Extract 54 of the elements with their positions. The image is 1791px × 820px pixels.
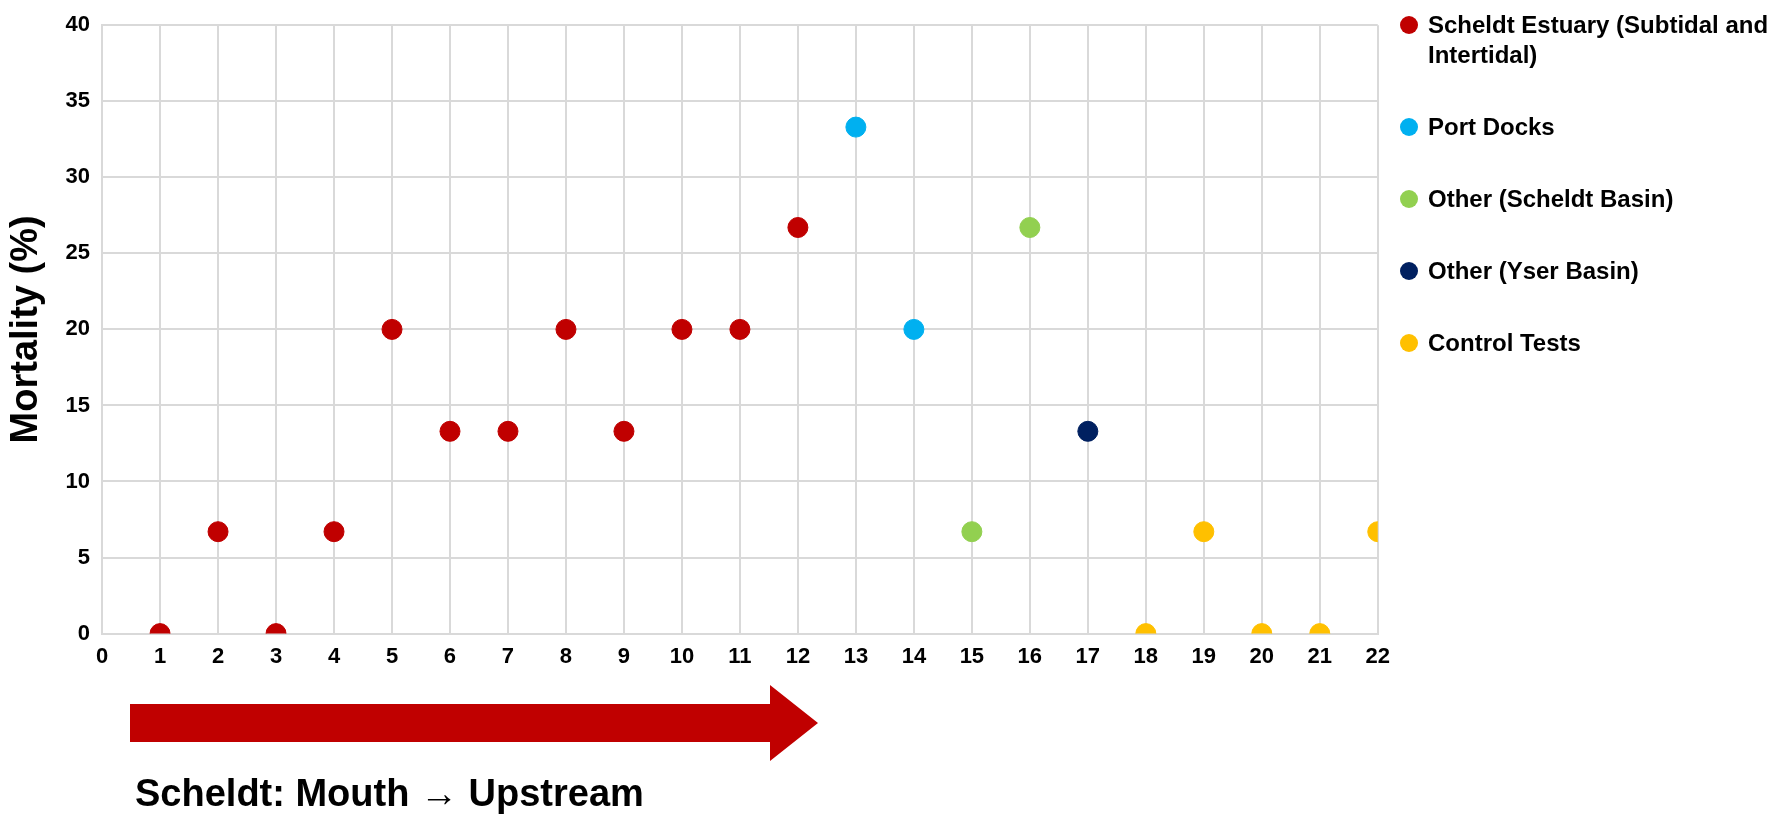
y-tick-label: 40 xyxy=(65,11,91,37)
point xyxy=(787,216,809,238)
x-tick-label: 20 xyxy=(1249,642,1275,668)
x-tick-label: 11 xyxy=(728,642,752,668)
x-tick-label: 2 xyxy=(211,642,225,668)
x-tick-label: 22 xyxy=(1365,642,1391,668)
x-tick-label: 9 xyxy=(617,642,631,668)
point xyxy=(207,521,229,543)
x-tick-label: 17 xyxy=(1075,642,1101,668)
x-tick-label: 12 xyxy=(785,642,811,668)
x-tick-label: 13 xyxy=(843,642,869,668)
point xyxy=(1077,420,1099,442)
point xyxy=(903,318,925,340)
x-tick-label: 18 xyxy=(1133,642,1159,668)
x-tick-label: 6 xyxy=(443,642,457,668)
x-tick-label: 19 xyxy=(1191,642,1217,668)
legend-label: Scheldt Estuary (Subtidal and Intertidal) xyxy=(1428,10,1770,70)
x-tick-label: 7 xyxy=(501,642,515,668)
x-tick-label: 3 xyxy=(269,642,283,668)
y-tick-label: 25 xyxy=(65,239,91,265)
point xyxy=(381,318,403,340)
x-tick-label: 16 xyxy=(1017,642,1043,668)
y-axis-title: Mortality (%) xyxy=(3,215,46,444)
x-tick-label: 8 xyxy=(559,642,573,668)
y-tick-label: 5 xyxy=(77,543,91,569)
y-tick-label: 30 xyxy=(65,163,91,189)
legend-label: Control Tests xyxy=(1428,328,1581,358)
y-tick-label: 15 xyxy=(65,391,91,417)
y-tick-label: 0 xyxy=(77,619,91,645)
legend-label: Port Docks xyxy=(1428,112,1555,142)
text: Scheldt: Mouth → Upstream xyxy=(135,772,644,815)
y-tick-label: 20 xyxy=(65,315,91,341)
x-tick-label: 0 xyxy=(95,642,109,668)
point xyxy=(961,521,983,543)
x-tick-label: 1 xyxy=(153,642,167,668)
point xyxy=(497,420,519,442)
y-tick-label: 35 xyxy=(65,87,91,113)
point xyxy=(845,116,867,138)
legend-label: Other (Yser Basin) xyxy=(1428,256,1639,286)
legend-label: Other (Scheldt Basin) xyxy=(1428,184,1674,214)
point xyxy=(613,420,635,442)
x-tick-label: 4 xyxy=(327,642,341,668)
x-tick-label: 14 xyxy=(901,642,927,668)
x-tick-label: 21 xyxy=(1307,642,1333,668)
point xyxy=(323,521,345,543)
x-tick-label: 5 xyxy=(385,642,399,668)
point xyxy=(729,318,751,340)
y-tick-label: 10 xyxy=(65,467,91,493)
x-tick-label: 10 xyxy=(669,642,695,668)
point xyxy=(555,318,577,340)
point xyxy=(1019,216,1041,238)
x-tick-label: 15 xyxy=(959,642,985,668)
point xyxy=(439,420,461,442)
point xyxy=(671,318,693,340)
